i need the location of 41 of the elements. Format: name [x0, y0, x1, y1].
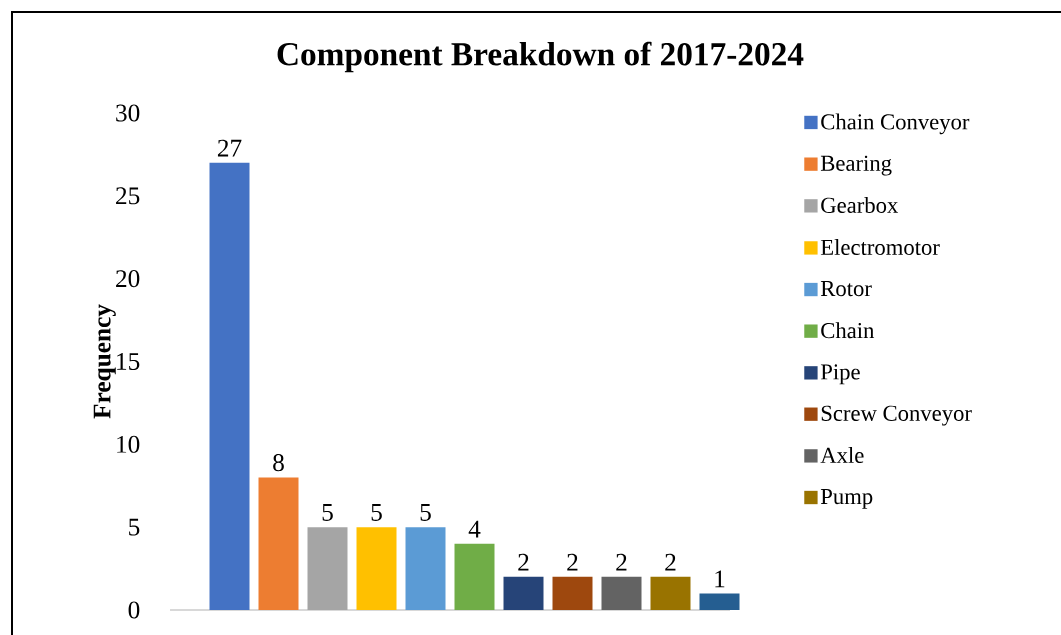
- y-tick-label: 30: [116, 104, 140, 122]
- legend-label: Pump: [820, 489, 873, 509]
- data-label: 8: [273, 454, 284, 472]
- bar: [552, 576, 593, 610]
- data-label: 5: [420, 504, 431, 521]
- legend-label: Chain: [821, 322, 875, 339]
- legend-label: Bearing: [820, 155, 892, 176]
- y-tick-label: 15: [117, 353, 140, 370]
- data-label: 5: [322, 504, 333, 521]
- data-label: 5: [371, 504, 382, 521]
- data-label: 1: [715, 570, 725, 588]
- legend-label: Rotor: [820, 281, 872, 297]
- legend-label: Gearbox: [821, 197, 899, 213]
- y-tick-label: 25: [116, 187, 140, 205]
- bar: [209, 162, 250, 610]
- data-label: 2: [567, 553, 578, 571]
- bar: [699, 593, 740, 610]
- data-label: 4: [468, 520, 481, 538]
- legend-label: Screw Conveyor: [821, 405, 972, 426]
- legend-label: Chain Conveyor: [821, 113, 970, 135]
- bar: [503, 576, 544, 610]
- data-label: 2: [665, 553, 676, 571]
- data-label: 27: [217, 139, 242, 157]
- bar: [601, 576, 642, 610]
- y-axis-title: Frequency: [93, 304, 116, 419]
- legend-label: Electromotor: [820, 239, 940, 256]
- y-tick-label: 5: [129, 518, 140, 536]
- y-tick-label: 0: [128, 601, 140, 619]
- legend-label: Axle: [820, 447, 864, 463]
- legend-label: Pipe: [820, 364, 860, 385]
- bar: [356, 527, 397, 610]
- chart-title: Component Breakdown of 2017-2024: [277, 41, 804, 73]
- y-tick-label: 10: [117, 435, 140, 453]
- y-tick-label: 20: [116, 270, 140, 288]
- bar: [454, 543, 495, 610]
- bar: [650, 576, 691, 610]
- bar: [405, 527, 446, 610]
- bar: [307, 527, 348, 610]
- data-label: 2: [518, 553, 529, 571]
- bar: [258, 477, 299, 610]
- data-label: 2: [616, 553, 627, 571]
